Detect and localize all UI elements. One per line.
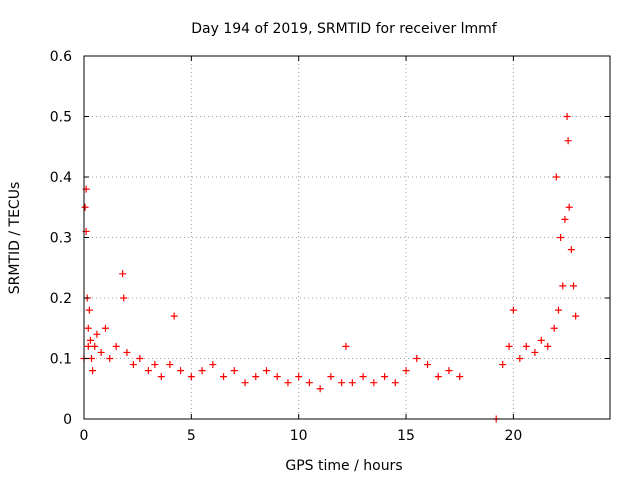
- data-point: [544, 342, 552, 350]
- data-point: [305, 379, 313, 387]
- data-point: [89, 367, 97, 375]
- y-tick-label: 0.1: [50, 352, 72, 368]
- data-point: [101, 324, 109, 332]
- data-point: [84, 324, 92, 332]
- data-point: [505, 342, 513, 350]
- data-point: [106, 355, 114, 362]
- data-point: [342, 342, 350, 350]
- data-point: [273, 373, 281, 381]
- data-point: [129, 361, 137, 369]
- data-point: [359, 373, 367, 381]
- data-point: [88, 355, 96, 362]
- data-point: [559, 282, 567, 290]
- x-tick-label: 15: [397, 428, 415, 444]
- data-point: [144, 367, 152, 375]
- data-point: [391, 379, 399, 387]
- data-point: [120, 294, 128, 302]
- x-tick-label: 5: [187, 428, 196, 444]
- y-tick-label: 0.2: [50, 291, 72, 307]
- data-point: [381, 373, 389, 381]
- data-point: [177, 367, 185, 375]
- data-point: [537, 336, 545, 344]
- data-point: [572, 312, 580, 320]
- data-point: [123, 348, 131, 356]
- data-point: [209, 361, 217, 369]
- data-point: [136, 355, 144, 362]
- data-point: [531, 348, 539, 356]
- data-point: [567, 246, 575, 254]
- data-point: [564, 137, 572, 145]
- x-tick-label: 0: [80, 428, 89, 444]
- y-tick-label: 0.3: [50, 231, 72, 247]
- data-point: [563, 113, 571, 120]
- data-point: [157, 373, 165, 381]
- x-tick-label: 20: [504, 428, 522, 444]
- data-point: [230, 367, 238, 375]
- y-tick-label: 0: [63, 412, 72, 428]
- data-point: [97, 348, 105, 356]
- data-points: [80, 113, 580, 423]
- plot-frame: [83, 55, 611, 420]
- data-point: [570, 282, 578, 290]
- x-tick-label: 10: [290, 428, 308, 444]
- data-point: [434, 373, 442, 381]
- data-point: [252, 373, 260, 381]
- data-point: [402, 367, 410, 375]
- data-point: [445, 367, 453, 375]
- y-tick-label: 0.4: [50, 170, 72, 186]
- data-point: [554, 306, 562, 314]
- data-point: [424, 361, 432, 369]
- data-point: [166, 361, 174, 369]
- data-point: [85, 306, 93, 314]
- grid-lines: [84, 56, 610, 419]
- tick-labels: 0 5 10 15 20 0 0.1 0.2 0.3 0.4 0.5 0.6: [50, 49, 523, 444]
- data-point: [316, 385, 324, 393]
- data-point: [370, 379, 378, 387]
- data-point: [198, 367, 206, 375]
- axis-ticks: [83, 55, 610, 420]
- data-point: [456, 373, 464, 381]
- data-point: [151, 361, 159, 369]
- data-point: [93, 330, 101, 338]
- data-point: [552, 173, 560, 181]
- chart-title: Day 194 of 2019, SRMTID for receiver lmm…: [191, 21, 498, 37]
- data-point: [413, 355, 421, 362]
- data-point: [565, 203, 573, 211]
- data-point: [81, 203, 89, 211]
- data-point: [187, 373, 195, 381]
- data-point: [550, 324, 558, 332]
- data-point: [557, 234, 565, 241]
- y-tick-label: 0.5: [50, 110, 72, 126]
- data-point: [170, 312, 178, 320]
- data-point: [262, 367, 270, 375]
- data-point: [119, 270, 127, 278]
- data-point: [509, 306, 517, 314]
- data-point: [86, 336, 94, 344]
- data-point: [522, 342, 530, 350]
- x-axis-label: GPS time / hours: [285, 458, 402, 474]
- data-point: [516, 355, 524, 362]
- data-point: [91, 342, 99, 350]
- data-point: [561, 215, 569, 223]
- data-point: [295, 373, 303, 381]
- y-tick-label: 0.6: [50, 49, 72, 65]
- data-point: [241, 379, 249, 387]
- data-point: [112, 342, 120, 350]
- data-point: [327, 373, 335, 381]
- data-point: [284, 379, 292, 387]
- data-point: [220, 373, 228, 381]
- data-point: [338, 379, 346, 387]
- data-point: [499, 361, 507, 369]
- data-point: [348, 379, 356, 387]
- y-axis-label: SRMTID / TECUs: [7, 182, 23, 295]
- data-point: [84, 342, 92, 350]
